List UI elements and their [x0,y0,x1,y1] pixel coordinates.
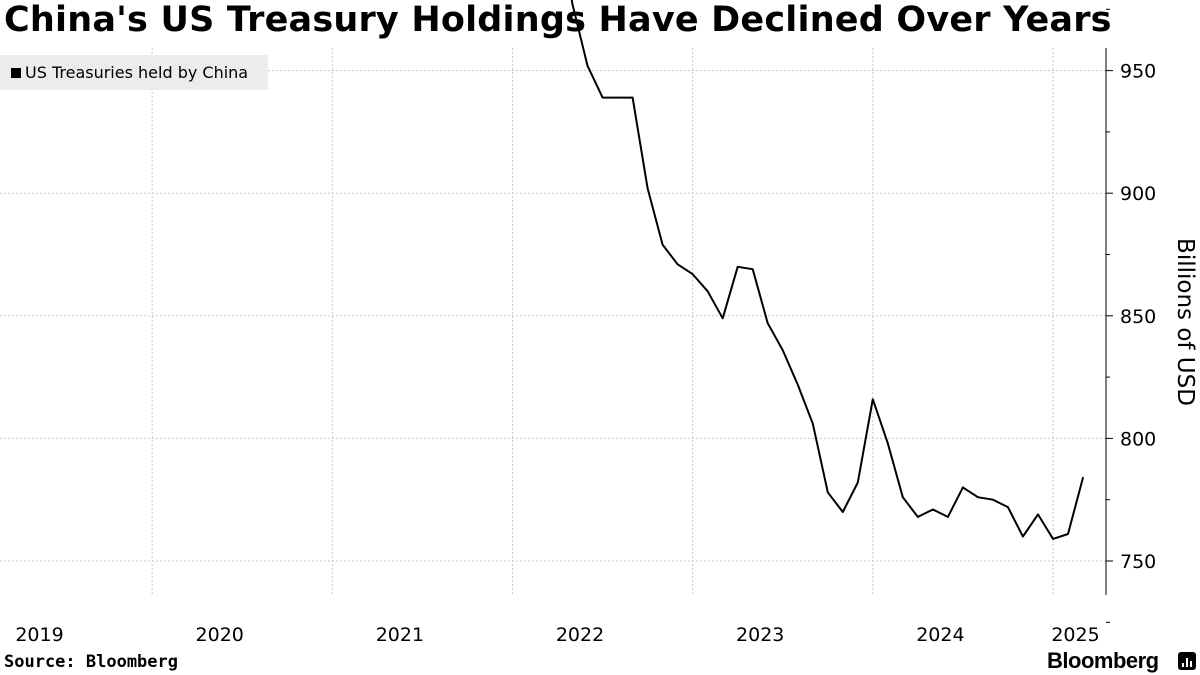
data-point [676,263,679,266]
y-axis-title: Billions of USD [1172,238,1198,406]
data-point [887,442,889,445]
x-tick-label: 2025 [1051,624,1099,646]
data-point [902,496,904,499]
data-point [932,508,934,511]
data-point [661,243,664,246]
data-point [917,516,919,518]
data-point [842,511,844,513]
data-point [962,486,964,489]
y-tick-label: 800 [1120,428,1156,450]
data-point [616,96,619,99]
data-point [721,317,724,320]
data-point [571,3,574,6]
data-point [977,496,979,499]
data-point [827,491,829,494]
data-point [992,498,994,501]
data-point [781,349,784,351]
data-point [796,383,799,386]
data-point [1082,476,1084,479]
data-point [646,187,649,190]
data-point [857,481,859,484]
y-tick-label: 950 [1120,61,1156,83]
source-note: Source: Bloomberg [4,652,178,672]
data-point [736,266,739,268]
y-tick-label: 850 [1120,306,1156,328]
data-point [1067,533,1069,535]
data-point [691,273,694,275]
bloomberg-logo: Bloomberg [1047,648,1159,673]
x-tick-label: 2020 [196,624,244,646]
data-point [631,96,634,99]
x-tick-label: 2024 [916,624,964,646]
data-point [1037,513,1039,516]
legend-swatch [11,68,21,78]
data-point [586,64,589,67]
legend: US Treasuries held by China [0,55,268,90]
data-point [766,322,769,325]
data-point [812,422,814,425]
data-point [1022,535,1024,538]
data-point [947,516,949,518]
data-point [1007,506,1009,508]
data-point [601,96,604,99]
x-tick-label: 2019 [15,624,63,646]
chart-title: China's US Treasury Holdings Have Declin… [4,0,1112,40]
bloomberg-badge-icon [1178,652,1196,670]
data-point [751,268,754,271]
x-tick-label: 2021 [376,624,424,646]
data-point [872,398,874,401]
data-point [706,290,709,293]
x-tick-label: 2022 [556,624,604,646]
x-tick-label: 2023 [736,624,784,646]
data-point [1052,538,1054,540]
legend-label: US Treasuries held by China [25,63,249,82]
y-tick-label: 750 [1120,551,1156,573]
y-tick-label: 900 [1120,183,1156,205]
